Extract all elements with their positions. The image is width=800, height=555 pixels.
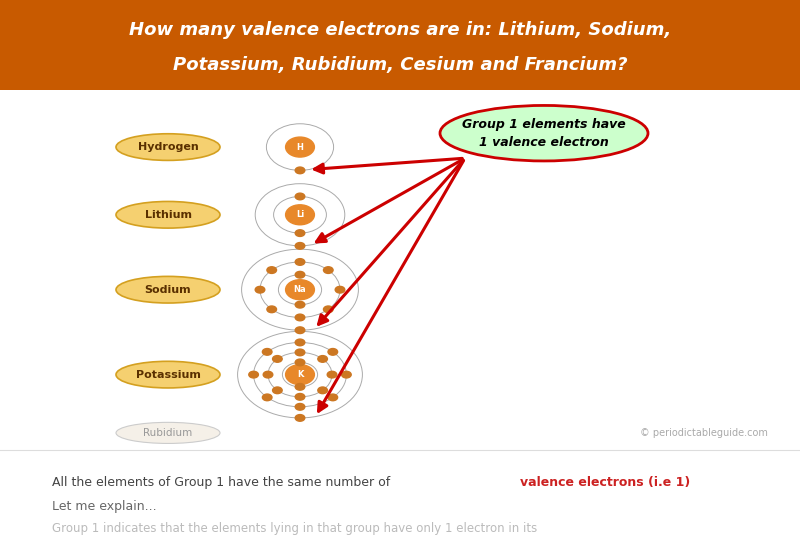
Circle shape xyxy=(295,384,305,390)
Circle shape xyxy=(295,415,305,421)
Circle shape xyxy=(295,243,305,249)
Text: Group 1 indicates that the elements lying in that group have only 1 electron in : Group 1 indicates that the elements lyin… xyxy=(52,522,538,536)
Ellipse shape xyxy=(116,422,220,443)
Circle shape xyxy=(263,371,273,378)
Text: All the elements of Group 1 have the same number of: All the elements of Group 1 have the sam… xyxy=(52,476,394,490)
Text: Li: Li xyxy=(296,210,304,219)
Text: How many valence electrons are in: Lithium, Sodium,: How many valence electrons are in: Lithi… xyxy=(129,21,671,39)
Circle shape xyxy=(328,394,338,401)
Circle shape xyxy=(262,394,272,401)
Circle shape xyxy=(295,393,305,400)
Ellipse shape xyxy=(116,276,220,303)
Ellipse shape xyxy=(116,361,220,388)
Text: 1 valence electron: 1 valence electron xyxy=(479,135,609,149)
Circle shape xyxy=(255,286,265,293)
Circle shape xyxy=(295,271,305,278)
Circle shape xyxy=(295,167,305,174)
Text: K: K xyxy=(297,370,303,379)
Circle shape xyxy=(323,267,333,274)
Circle shape xyxy=(273,387,282,393)
Circle shape xyxy=(286,280,314,300)
Circle shape xyxy=(295,259,305,265)
Circle shape xyxy=(273,356,282,362)
Circle shape xyxy=(295,301,305,308)
Text: valence electrons (i.e 1): valence electrons (i.e 1) xyxy=(520,476,690,490)
Circle shape xyxy=(267,306,277,312)
Ellipse shape xyxy=(116,201,220,228)
Text: Na: Na xyxy=(294,285,306,294)
Circle shape xyxy=(318,387,327,393)
Circle shape xyxy=(295,339,305,346)
Circle shape xyxy=(318,356,327,362)
Text: Rubidium: Rubidium xyxy=(143,428,193,438)
Circle shape xyxy=(295,327,305,334)
Text: Let me explain...: Let me explain... xyxy=(52,500,157,513)
Circle shape xyxy=(286,365,314,385)
Circle shape xyxy=(295,349,305,356)
Text: Potassium, Rubidium, Cesium and Francium?: Potassium, Rubidium, Cesium and Francium… xyxy=(173,56,627,74)
Circle shape xyxy=(295,359,305,366)
Circle shape xyxy=(295,403,305,410)
Circle shape xyxy=(323,306,333,312)
Circle shape xyxy=(335,286,345,293)
Text: Potassium: Potassium xyxy=(135,370,201,380)
Text: Group 1 elements have: Group 1 elements have xyxy=(462,118,626,131)
Circle shape xyxy=(286,137,314,157)
Circle shape xyxy=(295,230,305,236)
Circle shape xyxy=(328,349,338,355)
Text: H: H xyxy=(297,143,303,152)
Circle shape xyxy=(342,371,351,378)
Text: Sodium: Sodium xyxy=(145,285,191,295)
Ellipse shape xyxy=(116,134,220,160)
Circle shape xyxy=(286,205,314,225)
Ellipse shape xyxy=(440,105,648,161)
Circle shape xyxy=(327,371,337,378)
Circle shape xyxy=(249,371,258,378)
FancyBboxPatch shape xyxy=(0,0,800,90)
Circle shape xyxy=(295,314,305,321)
Circle shape xyxy=(267,267,277,274)
Text: Hydrogen: Hydrogen xyxy=(138,142,198,152)
Circle shape xyxy=(262,349,272,355)
Circle shape xyxy=(295,193,305,200)
Text: Lithium: Lithium xyxy=(145,210,191,220)
Text: © periodictableguide.com: © periodictableguide.com xyxy=(640,428,768,438)
